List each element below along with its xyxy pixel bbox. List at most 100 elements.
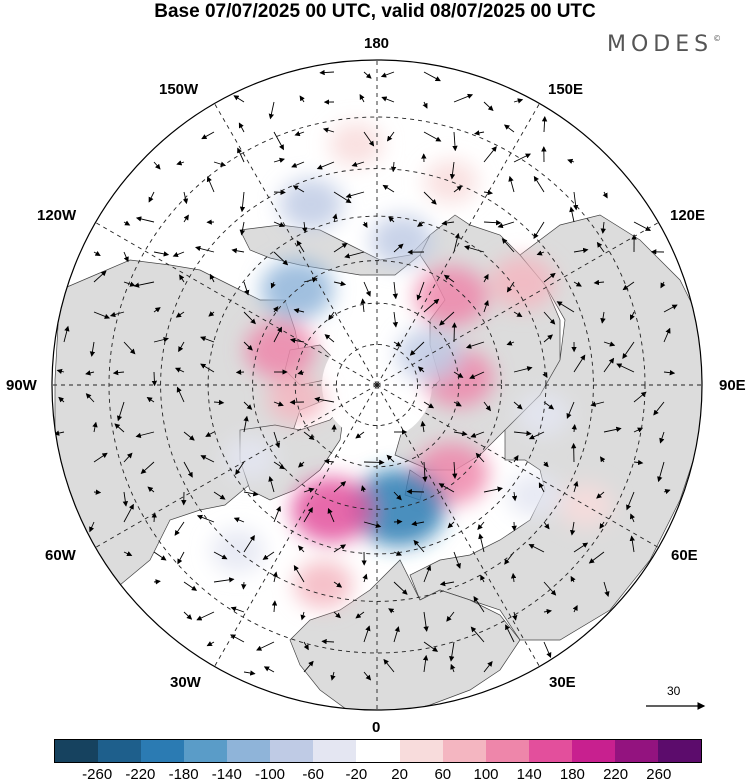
wind-vector: [663, 327, 671, 343]
wind-vector: [453, 232, 460, 253]
wind-vector: [513, 366, 533, 373]
wind-vector: [116, 401, 125, 422]
colorbar-tick-label: 220: [603, 766, 629, 783]
colorbar-tick-label: 180: [559, 766, 585, 783]
wind-vector: [345, 191, 365, 199]
wind-vector: [423, 401, 435, 409]
wind-vector: [273, 401, 284, 407]
wind-vector: [626, 491, 635, 511]
wind-vector: [508, 175, 515, 193]
wind-vector: [629, 311, 635, 321]
wind-vector: [174, 367, 185, 373]
wind-vector: [153, 336, 169, 343]
wind-vector: [272, 571, 278, 583]
wind-vector: [503, 124, 515, 133]
wind-vector: [449, 641, 455, 662]
wind-vector: [439, 580, 455, 587]
wind-vector: [543, 461, 549, 468]
wind-vector: [446, 611, 455, 622]
lon-label-90w: 90W: [6, 377, 37, 394]
wind-vector: [483, 146, 497, 163]
wind-vector: [243, 281, 250, 296]
wind-vector: [380, 71, 395, 78]
wind-vector: [483, 273, 489, 283]
wind-vector: [209, 273, 215, 283]
colorbar-tick-label: -100: [254, 766, 286, 783]
wind-vector: [319, 69, 335, 76]
wind-vector: [663, 488, 671, 495]
wind-vector: [603, 341, 616, 347]
lon-label-60w: 60W: [45, 547, 76, 564]
wind-vector: [506, 340, 515, 346]
wind-vector: [603, 357, 615, 373]
wind-vector: [123, 341, 136, 355]
wind-vector: [567, 158, 575, 164]
wind-vector: [183, 431, 195, 441]
wind-vector: [243, 311, 256, 325]
anomaly-region: [329, 122, 383, 167]
wind-vector: [513, 401, 523, 410]
wind-vector: [483, 401, 491, 412]
wind-vector: [453, 371, 464, 378]
wind-vector: [629, 513, 635, 523]
colorbar-cell: [184, 740, 228, 762]
wind-vector: [112, 369, 125, 376]
wind-vector: [176, 160, 185, 166]
wind-vector: [422, 101, 428, 109]
wind-vector: [393, 243, 404, 253]
wind-vector: [603, 426, 622, 433]
wind-vector: [590, 401, 605, 407]
colorbar-tick-label: 140: [516, 766, 542, 783]
wind-vector: [439, 311, 455, 326]
wind-vector: [303, 507, 313, 523]
wind-vector: [196, 514, 215, 523]
wind-vector: [147, 486, 155, 493]
wind-vector: [513, 455, 519, 463]
wind-vector: [359, 94, 365, 103]
colorbar-tick-label: -180: [168, 766, 199, 783]
colorbar-tick-label: -20: [345, 766, 368, 783]
wind-vector: [622, 341, 635, 359]
wind-vector: [93, 270, 107, 283]
wind-vector: [573, 247, 589, 254]
wind-vector: [239, 221, 246, 236]
wind-vector: [513, 311, 523, 318]
wind-vector: [423, 298, 440, 313]
wind-vector: [469, 371, 485, 379]
wind-vector: [262, 551, 275, 560]
wind-vector: [146, 396, 155, 403]
reference-vector-label: 30: [667, 684, 681, 698]
colorbar-tick-label: 20: [391, 766, 408, 783]
wind-vector: [273, 505, 281, 523]
wind-vector: [213, 399, 225, 406]
wind-vector: [633, 459, 644, 466]
wind-vector: [322, 127, 335, 133]
anomaly-layer: [211, 122, 613, 609]
wind-vector: [273, 461, 286, 470]
modes-logo: MODES©: [607, 32, 722, 57]
wind-vector: [178, 341, 185, 353]
wind-vector: [114, 423, 125, 433]
wind-vector: [172, 251, 185, 258]
wind-vector: [633, 427, 644, 433]
wind-vector: [566, 401, 575, 419]
anomaly-region: [516, 392, 571, 437]
wind-vector: [177, 551, 185, 565]
wind-vector: [423, 191, 437, 205]
wind-vector: [123, 251, 129, 263]
wind-vector: [596, 491, 605, 499]
wind-vector: [363, 71, 372, 79]
wind-vector: [273, 431, 281, 449]
wind-vector: [543, 334, 553, 343]
wind-vector: [393, 581, 408, 595]
wind-vector: [332, 213, 338, 223]
wind-vector: [201, 131, 215, 140]
wind-vector: [333, 191, 352, 204]
wind-vector: [153, 251, 170, 257]
wind-vector: [123, 551, 133, 557]
colorbar-tick-label: 100: [473, 766, 499, 783]
wind-vector: [473, 596, 485, 613]
wind-vector: [501, 238, 515, 253]
wind-vector: [213, 577, 235, 583]
